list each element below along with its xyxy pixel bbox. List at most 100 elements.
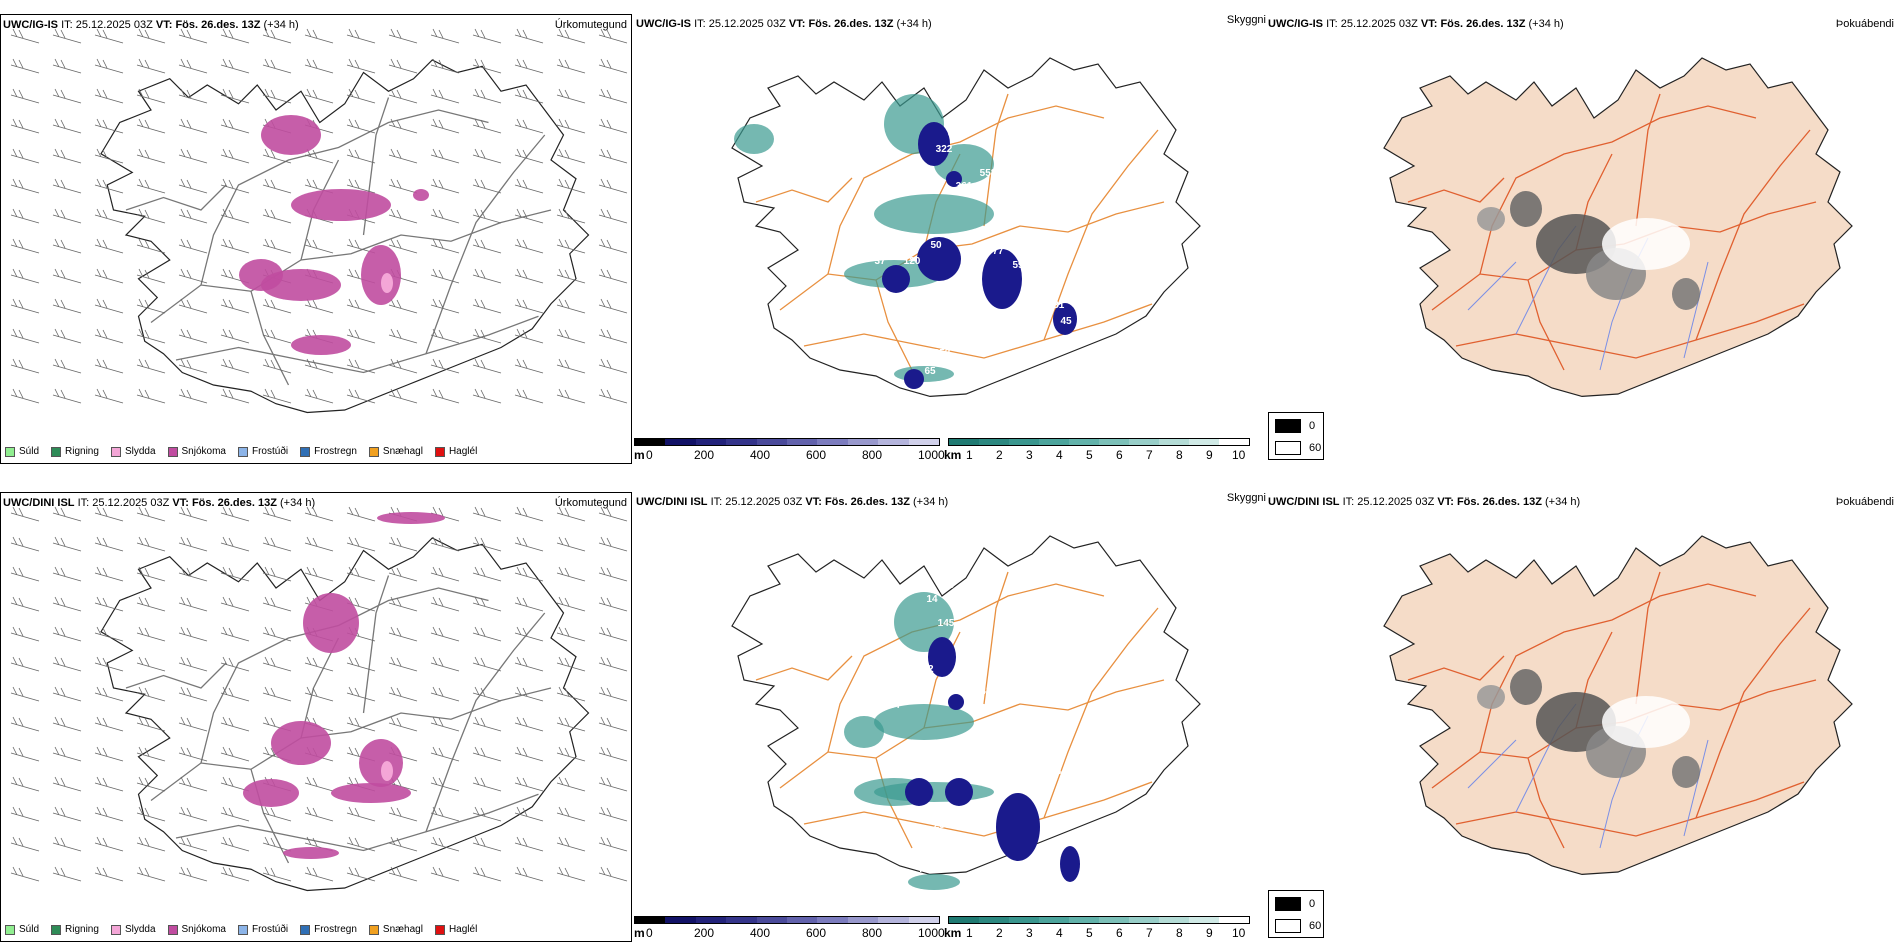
- lead-time: (+34 h): [896, 18, 932, 30]
- visibility-value-label: 71: [958, 674, 970, 685]
- visibility-km-tick: 9: [1206, 926, 1213, 940]
- legend-swatch: [300, 446, 311, 457]
- visibility-value-label: 166: [998, 720, 1015, 731]
- visibility-m-tick: 600: [806, 448, 827, 462]
- vt-value: Fös. 26.des. 13Z: [808, 18, 894, 30]
- visibility-km-colorbar: [948, 916, 1250, 924]
- visibility-value-label: 48: [980, 686, 992, 697]
- legend-label: Rigning: [65, 446, 99, 457]
- lead-time: (+34 h): [913, 496, 949, 508]
- precip-type-panel: UWC/IG-IS IT: 25.12.2025 03Z VT: Fös. 26…: [0, 14, 632, 464]
- visibility-km-tick: 5: [1086, 448, 1093, 462]
- visibility-panel-label: Skyggni: [1226, 492, 1266, 504]
- it-value: 25.12.2025 03Z: [75, 19, 153, 31]
- visibility-value-label: 63: [868, 682, 880, 693]
- legend-item: Slydda: [110, 446, 156, 457]
- model-name: UWC/IG-IS: [636, 18, 691, 30]
- visibility-value-label: 236: [978, 564, 995, 575]
- visibility-value-label: 68: [910, 354, 922, 365]
- visibility-km-unit: km: [944, 448, 962, 462]
- visibility-m-unit: m: [634, 448, 645, 462]
- lead-time: (+34 h): [280, 497, 316, 509]
- fog-legend-label: 0: [1309, 420, 1316, 432]
- precip-legend: Súld Rigning Slydda Snjókoma Frostúði Frostre…: [5, 446, 477, 457]
- visibility-value-label: 99: [892, 666, 904, 677]
- it-label: IT:: [77, 497, 90, 509]
- visibility-panel: 905 322 361 558 119 37 50 120 77 59 131 45 253 68 65 UW…: [634, 14, 1266, 464]
- visibility-value-label: 280: [934, 820, 951, 831]
- it-value: 25.12.2025 03Z: [1340, 18, 1418, 30]
- visibility-km-tick: 6: [1116, 926, 1123, 940]
- it-label: IT:: [1342, 496, 1355, 508]
- fog-indicator-panel: UWC/DINI ISL IT: 25.12.2025 03Z VT: Fös.…: [1266, 492, 1898, 892]
- fog-legend-label: 60: [1309, 920, 1322, 932]
- visibility-colorbars: m 0 200 400 600 800 1000 km 1 2 3 4 5 6 7 8 9 10: [634, 438, 1264, 468]
- fog-panel-label: Þokuábendi: [1835, 18, 1894, 30]
- visibility-value-label: 120: [904, 256, 921, 267]
- legend-item: Snæhagl: [368, 446, 423, 457]
- fog-legend-row: 0: [1275, 419, 1315, 433]
- legend-label: Slydda: [124, 446, 156, 457]
- legend-swatch: [5, 446, 15, 457]
- visibility-m-tick: 200: [694, 448, 715, 462]
- visibility-value-label: 119: [896, 236, 913, 247]
- visibility-km-unit: km: [944, 926, 962, 940]
- visibility-value-label: 50: [930, 240, 942, 251]
- precip-legend: Súld Rigning Slydda Snjókoma Frostúði Frostre…: [5, 924, 477, 935]
- precip-type-map: [10, 506, 628, 892]
- legend-swatch: [110, 446, 121, 457]
- visibility-km-tick: 1: [966, 926, 973, 940]
- vt-value: Fös. 26.des. 13Z: [191, 497, 277, 509]
- legend-label: Slydda: [124, 924, 156, 935]
- legend-swatch: [368, 446, 379, 457]
- visibility-value-label: 361: [956, 181, 973, 192]
- visibility-value-label: 14: [926, 594, 938, 605]
- visibility-m-tick: 0: [646, 448, 653, 462]
- legend-label: Haglél: [448, 446, 478, 457]
- it-value: 25.12.2025 03Z: [725, 496, 803, 508]
- visibility-value-label: 129: [1036, 746, 1053, 757]
- legend-swatch: [51, 924, 62, 935]
- fog-legend-row: 0: [1275, 897, 1315, 911]
- visibility-m-tick: 1000: [918, 926, 945, 940]
- fog-legend-swatch: [1275, 419, 1301, 433]
- visibility-value-label: 59: [1012, 260, 1024, 271]
- legend-item: Frostregn: [300, 446, 357, 457]
- legend-label: Frostregn: [314, 924, 357, 935]
- visibility-value-label: 37: [874, 256, 886, 267]
- visibility-value-label: 145: [938, 618, 955, 629]
- visibility-map: 236 100 498 14 254 145 99 82 63 77 71 48 166 129 44 280…: [731, 535, 1201, 890]
- panel-title: UWC/DINI ISL IT: 25.12.2025 03Z VT: Fös.…: [3, 497, 315, 509]
- visibility-m-tick: 400: [750, 448, 771, 462]
- visibility-value-label: 65: [924, 366, 936, 377]
- vt-label: VT:: [1420, 18, 1438, 30]
- visibility-m-unit: m: [634, 926, 645, 940]
- legend-item: Slydda: [110, 924, 156, 935]
- visibility-value-label: 253: [934, 348, 951, 359]
- legend-swatch: [300, 924, 311, 935]
- legend-swatch: [434, 446, 445, 457]
- visibility-m-tick: 400: [750, 926, 771, 940]
- visibility-m-colorbar: [634, 438, 940, 446]
- legend-swatch: [167, 446, 178, 457]
- visibility-m-tick: 0: [646, 926, 653, 940]
- visibility-value-label: 131: [1048, 300, 1065, 311]
- legend-label: Frostúði: [251, 924, 289, 935]
- legend-swatch: [368, 924, 379, 935]
- legend-label: Haglél: [448, 924, 478, 935]
- it-label: IT:: [710, 496, 723, 508]
- legend-swatch: [434, 924, 445, 935]
- fog-panel-label: Þokuábendi: [1835, 496, 1894, 508]
- visibility-value-label: 77: [890, 700, 902, 711]
- visibility-km-tick: 8: [1176, 448, 1183, 462]
- lead-time: (+34 h): [1545, 496, 1581, 508]
- visibility-colorbars: m 0 200 400 600 800 1000 km 1 2 3 4 5 6 7 8 9 10: [634, 916, 1264, 946]
- visibility-panel-label: Skyggni: [1226, 14, 1266, 26]
- visibility-m-tick: 1000: [918, 448, 945, 462]
- visibility-m-tick: 200: [694, 926, 715, 940]
- vt-value: Fös. 26.des. 13Z: [175, 19, 261, 31]
- visibility-km-tick: 10: [1232, 926, 1246, 940]
- visibility-panel: 236 100 498 14 254 145 99 82 63 77 71 48 166 129 44 280…: [634, 492, 1266, 942]
- legend-item: Haglél: [434, 924, 478, 935]
